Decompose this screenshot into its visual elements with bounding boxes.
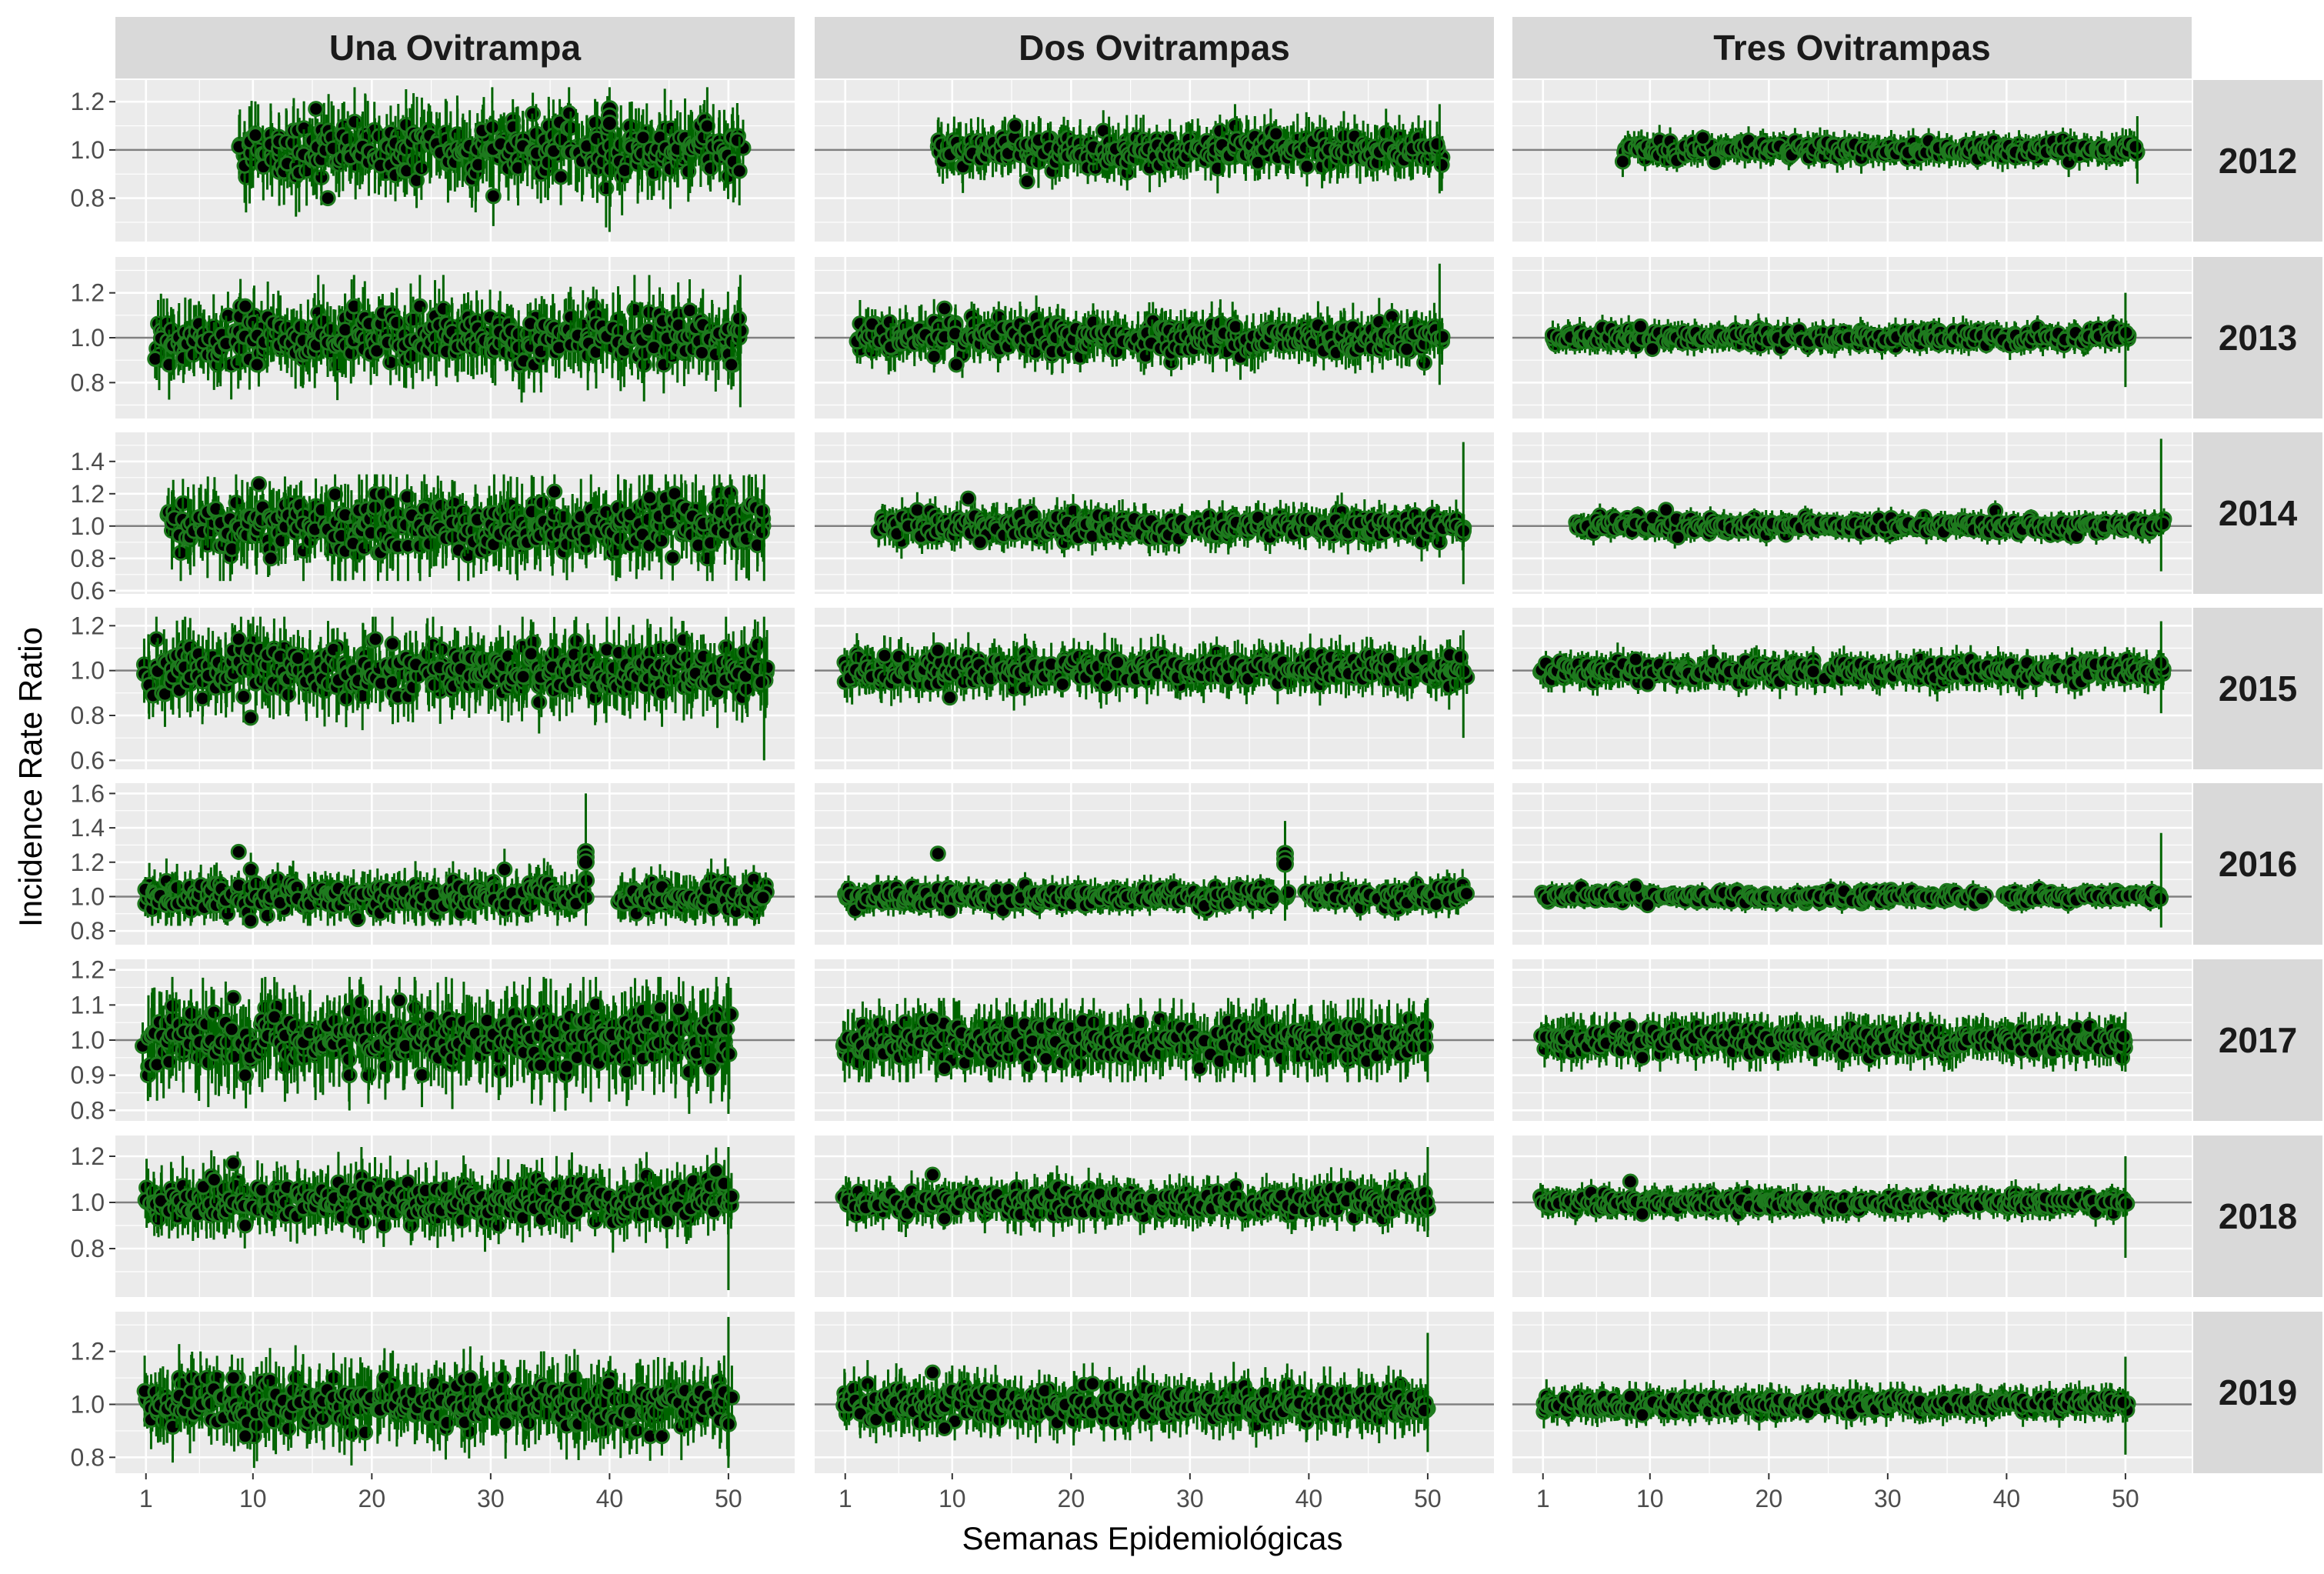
estimate-point [731,310,748,327]
panel-marks [849,263,1451,385]
facet-panel [815,257,1494,419]
estimate-point [552,168,569,185]
estimate-point-min [948,356,965,373]
panel-background [1512,80,2192,242]
estimate-point-max [1007,118,1024,135]
estimate-point [1434,328,1451,345]
estimate-point [1299,158,1315,175]
estimate-point [510,159,527,176]
facet-panel [115,257,795,419]
estimate-point [388,314,405,331]
panels-layer [115,80,2192,1473]
estimate-point-min [1019,173,1035,190]
estimate-point [729,132,745,148]
estimate-point [682,302,699,319]
estimate-point [2127,138,2144,155]
highlight-point [600,114,619,132]
panel-marks [1544,292,2137,388]
estimate-point [693,344,710,361]
estimate-point [1429,135,1445,152]
facet-panel [1512,257,2192,419]
estimate-point-min [1644,341,1661,358]
estimate-point [925,348,942,365]
estimate-point [412,298,428,315]
estimate-point [247,127,264,144]
estimate-point-max [1632,318,1649,335]
facet-panel [115,432,795,594]
panel-marks [159,474,772,582]
estimate-point [1227,318,1244,335]
estimate-point [561,105,578,122]
estimate-point-max [1695,129,1712,146]
estimate-point-max [237,298,254,315]
estimate-point [405,312,422,328]
estimate-point-max [936,300,953,317]
estimate-point [723,356,740,373]
panel-marks [929,104,1451,194]
estimate-point-max [308,101,325,118]
facet-panel [815,80,1494,242]
panel-marks [1614,116,2146,184]
facet-panel [115,80,795,242]
estimate-point [485,188,502,205]
estimate-point [327,486,344,503]
facet-panel [1512,80,2192,242]
panel-marks [231,87,752,232]
estimate-point-min [248,356,265,373]
estimate-point-min [319,190,336,207]
estimate-point [731,162,748,179]
estimate-point-min [1706,154,1723,171]
panel-marks [147,275,749,408]
